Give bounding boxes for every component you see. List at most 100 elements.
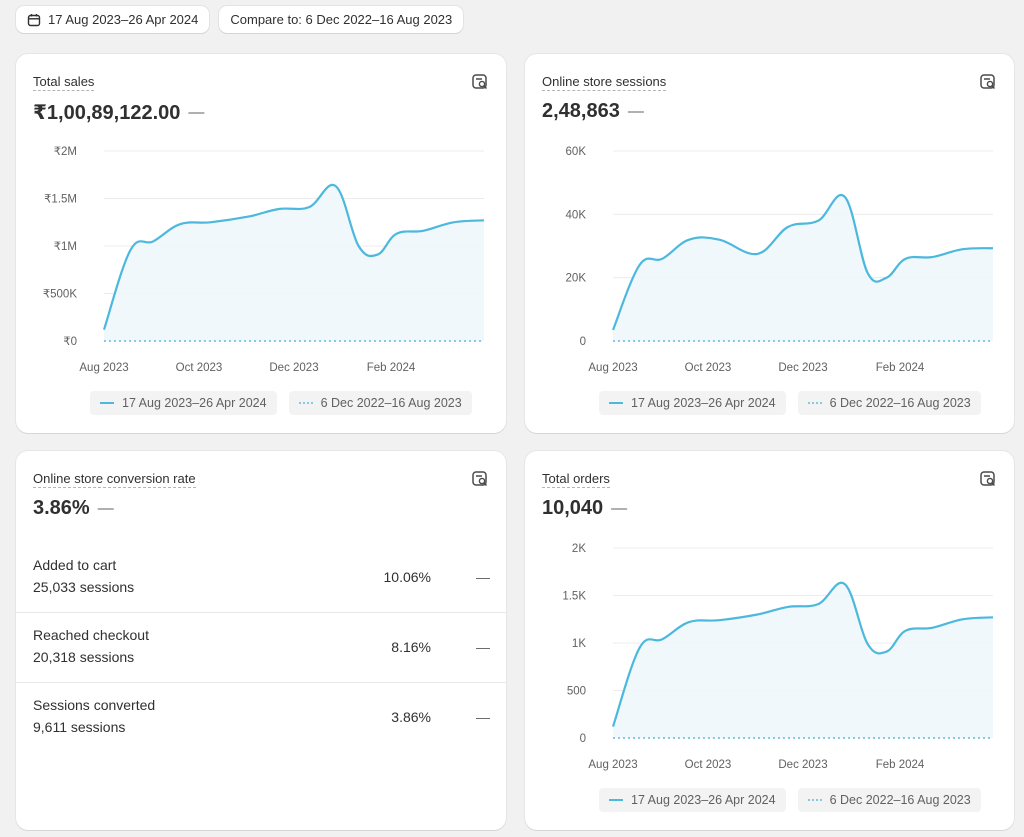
legend-label: 17 Aug 2023–26 Apr 2024: [631, 396, 776, 410]
x-tick-label: Oct 2023: [685, 362, 732, 374]
legend-current[interactable]: 17 Aug 2023–26 Apr 2024: [90, 391, 277, 415]
y-tick-label: 0: [580, 733, 586, 745]
legend-current[interactable]: 17 Aug 2023–26 Apr 2024: [599, 391, 786, 415]
series-line-current: [611, 193, 994, 331]
x-tick-label: Dec 2023: [778, 362, 827, 374]
change-indicator: —: [97, 499, 114, 517]
total-sales-card: Total sales ₹1,00,89,122.00 — ₹2M ₹1.5M ₹1…: [16, 54, 506, 433]
y-tick-label: 20K: [566, 273, 587, 285]
conversion-value: 3.86%: [33, 497, 90, 519]
y-tick-label: 2K: [572, 543, 586, 555]
funnel-step-percent: 8.16%: [391, 639, 431, 655]
chart-legend: 17 Aug 2023–26 Apr 2024 6 Dec 2022–16 Au…: [599, 391, 981, 415]
x-tick-label: Oct 2023: [176, 362, 223, 374]
explore-report-icon[interactable]: [471, 470, 489, 488]
card-title[interactable]: Online store sessions: [542, 74, 667, 91]
x-tick-label: Feb 2024: [876, 362, 925, 374]
legend-swatch: [807, 799, 822, 801]
metric-value: 10,040 —: [542, 497, 627, 520]
explore-report-icon[interactable]: [979, 73, 997, 91]
card-title[interactable]: Online store conversion rate: [33, 471, 196, 488]
total-sales-chart: ₹2M ₹1.5M ₹1M ₹500K ₹0 Aug 2023 Oct 2023 Dec 20…: [43, 146, 485, 374]
y-tick-label: ₹500K: [43, 289, 78, 301]
series-area: [104, 184, 484, 341]
calendar-icon: [27, 13, 41, 26]
metric-value: 2,48,863 —: [542, 100, 644, 123]
sessions-value: 2,48,863: [542, 100, 620, 122]
metric-value: ₹1,00,89,122.00 —: [33, 100, 204, 125]
series-line-current: [102, 183, 485, 330]
funnel-list: Added to cart 25,033 sessions 10.06% — R…: [16, 543, 506, 753]
legend-label: 6 Dec 2022–16 Aug 2023: [829, 793, 971, 807]
total-orders-card: Total orders 10,040 — 2K 1.5K 1K 500 0 Aug 20…: [525, 451, 1014, 830]
series-line-current: [611, 581, 994, 727]
change-indicator: —: [188, 103, 205, 121]
x-tick-label: Dec 2023: [778, 759, 827, 771]
legend-previous[interactable]: 6 Dec 2022–16 Aug 2023: [797, 788, 981, 812]
funnel-row: Added to cart 25,033 sessions 10.06% —: [16, 543, 506, 613]
funnel-row: Sessions converted 9,611 sessions 3.86% …: [16, 683, 506, 753]
y-tick-label: ₹1.5M: [44, 194, 77, 206]
funnel-step-label: Reached checkout: [33, 627, 149, 643]
legend-previous[interactable]: 6 Dec 2022–16 Aug 2023: [288, 391, 472, 415]
funnel-step-sessions: 20,318 sessions: [33, 649, 135, 665]
x-tick-label: Aug 2023: [588, 759, 637, 771]
date-range-label: 17 Aug 2023–26 Apr 2024: [48, 12, 199, 27]
legend-swatch: [100, 402, 114, 404]
y-tick-label: 1K: [572, 638, 586, 650]
explore-report-icon[interactable]: [979, 470, 997, 488]
y-tick-label: 40K: [566, 209, 587, 221]
y-tick-label: 500: [567, 686, 586, 698]
x-tick-label: Oct 2023: [685, 759, 732, 771]
chart-legend: 17 Aug 2023–26 Apr 2024 6 Dec 2022–16 Au…: [599, 788, 981, 812]
funnel-row: Reached checkout 20,318 sessions 8.16% —: [16, 613, 506, 683]
y-tick-label: 0: [580, 336, 586, 348]
conversion-rate-card: Online store conversion rate 3.86% — Add…: [16, 451, 506, 830]
funnel-step-sessions: 9,611 sessions: [33, 719, 126, 735]
funnel-step-label: Sessions converted: [33, 697, 156, 713]
change-indicator: —: [476, 639, 490, 655]
legend-swatch: [609, 799, 623, 801]
y-tick-label: 60K: [566, 146, 587, 158]
legend-swatch: [609, 402, 623, 404]
date-range-button[interactable]: 17 Aug 2023–26 Apr 2024: [16, 6, 210, 33]
orders-value: 10,040: [542, 497, 604, 519]
legend-label: 17 Aug 2023–26 Apr 2024: [122, 396, 267, 410]
y-tick-label: ₹0: [63, 336, 77, 348]
series-area: [613, 194, 993, 341]
legend-label: 17 Aug 2023–26 Apr 2024: [631, 793, 776, 807]
sessions-chart: 60K 40K 20K 0 Aug 2023 Oct 2023 Dec 2023 Feb 20…: [566, 146, 994, 374]
legend-label: 6 Dec 2022–16 Aug 2023: [320, 396, 462, 410]
legend-current[interactable]: 17 Aug 2023–26 Apr 2024: [599, 788, 786, 812]
total-orders-chart: 2K 1.5K 1K 500 0 Aug 2023 Oct 2023 Dec 2023 Feb …: [562, 543, 994, 771]
change-indicator: —: [476, 569, 490, 585]
explore-report-icon[interactable]: [471, 73, 489, 91]
x-tick-label: Aug 2023: [79, 362, 128, 374]
legend-swatch: [807, 402, 822, 404]
sessions-card: Online store sessions 2,48,863 — 60K 40K 2…: [525, 54, 1014, 433]
x-tick-label: Feb 2024: [367, 362, 416, 374]
y-tick-label: ₹1M: [54, 241, 77, 253]
legend-label: 6 Dec 2022–16 Aug 2023: [829, 396, 971, 410]
x-tick-label: Dec 2023: [269, 362, 318, 374]
total-sales-value: ₹1,00,89,122.00: [33, 102, 181, 124]
toolbar: 17 Aug 2023–26 Apr 2024 Compare to: 6 De…: [16, 6, 464, 33]
change-indicator: —: [476, 709, 490, 725]
chart-legend: 17 Aug 2023–26 Apr 2024 6 Dec 2022–16 Au…: [90, 391, 472, 415]
funnel-step-percent: 10.06%: [383, 569, 431, 585]
x-tick-label: Feb 2024: [876, 759, 925, 771]
change-indicator: —: [627, 102, 644, 120]
y-tick-label: 1.5K: [562, 591, 586, 603]
funnel-step-percent: 3.86%: [391, 709, 431, 725]
funnel-step-sessions: 25,033 sessions: [33, 579, 135, 595]
card-title[interactable]: Total sales: [33, 74, 95, 91]
compare-button[interactable]: Compare to: 6 Dec 2022–16 Aug 2023: [219, 6, 464, 33]
metric-value: 3.86% —: [33, 497, 114, 520]
legend-swatch: [298, 402, 313, 404]
funnel-step-label: Added to cart: [33, 557, 117, 573]
y-tick-label: ₹2M: [54, 146, 77, 158]
x-tick-label: Aug 2023: [588, 362, 637, 374]
card-title[interactable]: Total orders: [542, 471, 610, 488]
compare-label: Compare to: 6 Dec 2022–16 Aug 2023: [230, 12, 453, 27]
legend-previous[interactable]: 6 Dec 2022–16 Aug 2023: [797, 391, 981, 415]
